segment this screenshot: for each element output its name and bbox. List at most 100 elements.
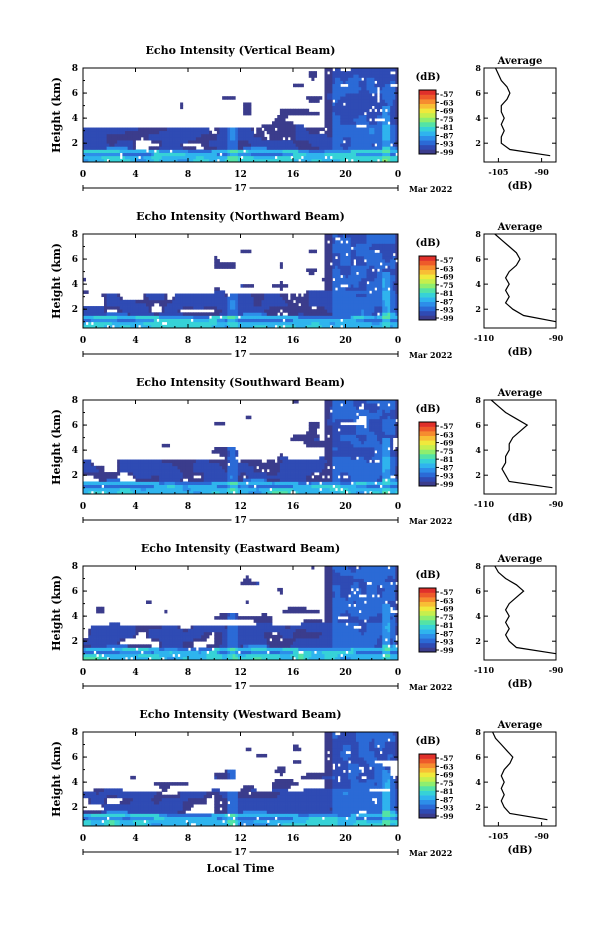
heatmap-cell <box>130 315 134 319</box>
heatmap-cell <box>83 155 87 160</box>
heatmap-cell <box>98 133 102 138</box>
heatmap-cell <box>151 478 155 482</box>
heatmap-cell <box>293 146 297 150</box>
heatmap-cell <box>329 309 333 313</box>
heatmap-cell <box>348 124 352 128</box>
heatmap-cell <box>345 108 349 113</box>
heatmap-cell <box>83 324 87 329</box>
heatmap-cell <box>392 299 396 304</box>
heatmap-cell <box>98 127 102 132</box>
heatmap-cell <box>240 284 244 288</box>
heatmap-cell <box>295 324 299 329</box>
heatmap-cell <box>138 312 142 316</box>
heatmap-cell <box>164 465 168 470</box>
heatmap-cell <box>350 290 354 294</box>
heatmap-cell <box>104 158 108 163</box>
heatmap-cell <box>167 127 171 132</box>
heatmap-cell <box>230 447 234 451</box>
heatmap-cell <box>96 318 100 323</box>
heatmap-cell <box>382 237 386 241</box>
heatmap-cell <box>382 146 386 150</box>
heatmap-cell <box>146 315 150 319</box>
heatmap-cell <box>293 459 297 464</box>
heatmap-cell <box>159 462 163 467</box>
heatmap-cell <box>390 80 394 85</box>
heatmap-cell <box>295 475 299 479</box>
heatmap-cell <box>337 265 341 269</box>
heatmap-cell <box>340 309 344 313</box>
heatmap-cell <box>295 462 299 467</box>
heatmap-cell <box>337 152 341 157</box>
heatmap-cell <box>98 158 102 163</box>
heatmap-cell <box>156 296 160 301</box>
heatmap-cell <box>227 309 231 313</box>
heatmap-cell <box>290 462 294 467</box>
heatmap-cell <box>98 312 102 316</box>
heatmap-cell <box>324 437 328 442</box>
heatmap-cell <box>245 149 249 153</box>
heatmap-cell <box>390 243 394 247</box>
heatmap-cell <box>350 136 354 141</box>
heatmap-cell <box>93 133 97 138</box>
heatmap-cell <box>90 158 94 163</box>
heatmap-cell <box>232 447 236 451</box>
heatmap-cell <box>111 140 115 144</box>
heatmap-cell <box>350 252 354 257</box>
heatmap-cell <box>293 302 297 307</box>
heatmap-cell <box>132 468 136 473</box>
heatmap-cell <box>138 130 142 135</box>
heatmap-cell <box>335 121 339 125</box>
heatmap-cell <box>366 143 370 147</box>
heatmap-cell <box>371 296 375 301</box>
heatmap-cell <box>392 293 396 298</box>
heatmap-cell <box>293 140 297 144</box>
heatmap-cell <box>240 127 244 132</box>
heatmap-cell <box>395 324 399 329</box>
heatmap-cell <box>350 240 354 244</box>
heatmap-cell <box>327 149 331 153</box>
heatmap-cell <box>285 475 289 479</box>
heatmap-cell <box>182 468 186 473</box>
heatmap-cell <box>337 296 341 301</box>
heatmap-cell <box>243 459 247 464</box>
heatmap-cell <box>232 127 236 132</box>
heatmap-cell <box>348 281 352 285</box>
heatmap-cell <box>127 302 131 307</box>
heatmap-cell <box>159 475 163 479</box>
heatmap-cell <box>348 249 352 254</box>
heatmap-cell <box>395 111 399 116</box>
heatmap-cell <box>314 74 318 78</box>
heatmap-cell <box>387 115 391 119</box>
heatmap-cell <box>140 152 144 157</box>
heatmap-cell <box>111 321 115 326</box>
heatmap-cell <box>392 281 396 285</box>
heatmap-cell <box>390 133 394 138</box>
heatmap-cell <box>227 450 231 454</box>
heatmap-cell <box>329 403 333 407</box>
heatmap-cell <box>135 312 139 316</box>
heatmap-cell <box>329 127 333 132</box>
heatmap-cell <box>266 140 270 144</box>
heatmap-cell <box>104 299 108 304</box>
heatmap-cell <box>345 124 349 128</box>
heatmap-cell <box>279 284 283 288</box>
heatmap-cell <box>363 136 367 141</box>
heatmap-cell <box>232 312 236 316</box>
heatmap-cell <box>374 158 378 163</box>
colorbar-tick-label: -87 <box>440 297 454 306</box>
heatmap-cell <box>156 478 160 482</box>
heatmap-cell <box>161 309 165 313</box>
heatmap-cell <box>366 133 370 138</box>
heatmap-cell <box>306 487 310 492</box>
heatmap-cell <box>174 306 178 310</box>
heatmap-cell <box>156 490 160 495</box>
heatmap-cell <box>366 290 370 294</box>
heatmap-cell <box>219 306 223 310</box>
heatmap-cell <box>298 475 302 479</box>
heatmap-cell <box>151 302 155 307</box>
heatmap-cell <box>101 315 105 319</box>
heatmap-cell <box>324 472 328 476</box>
heatmap-cell <box>371 290 375 294</box>
heatmap-cell <box>138 462 142 467</box>
heatmap-cell <box>387 108 391 113</box>
